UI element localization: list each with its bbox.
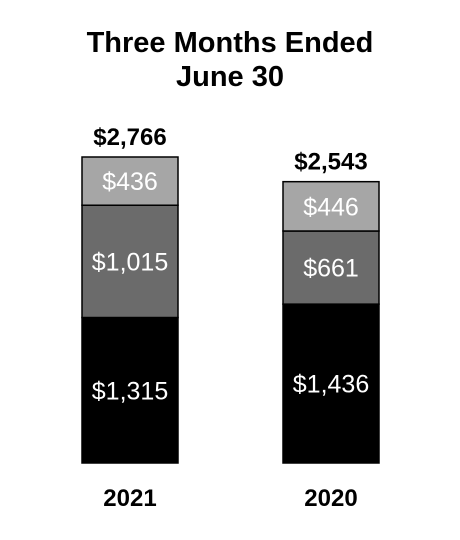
bar-segment-2021-3 (81, 156, 179, 206)
bar-segment-2021-1 (81, 316, 179, 464)
bar-segment-2020-3 (282, 180, 380, 232)
total-label-2020: $2,543 (294, 149, 367, 176)
segment-label-2020-1: $1,436 (293, 371, 369, 399)
segment-label-2021-3: $436 (102, 168, 158, 196)
total-label-2021: $2,766 (93, 124, 166, 151)
segment-label-2021-2: $1,015 (92, 248, 168, 276)
x-tick-label-2020: 2020 (304, 485, 357, 512)
segment-label-2020-3: $446 (303, 193, 359, 221)
segment-label-2020-2: $661 (303, 255, 359, 283)
chart-title: Three Months Ended June 30 (0, 26, 460, 94)
bar-segment-2020-2 (282, 230, 380, 305)
chart-title-line-1: Three Months Ended (86, 27, 374, 59)
segment-label-2021-1: $1,315 (92, 377, 168, 405)
x-tick-label-2021: 2021 (103, 485, 156, 512)
bar-segment-2021-2 (81, 204, 179, 319)
chart-title-line-2: June 30 (176, 61, 284, 93)
